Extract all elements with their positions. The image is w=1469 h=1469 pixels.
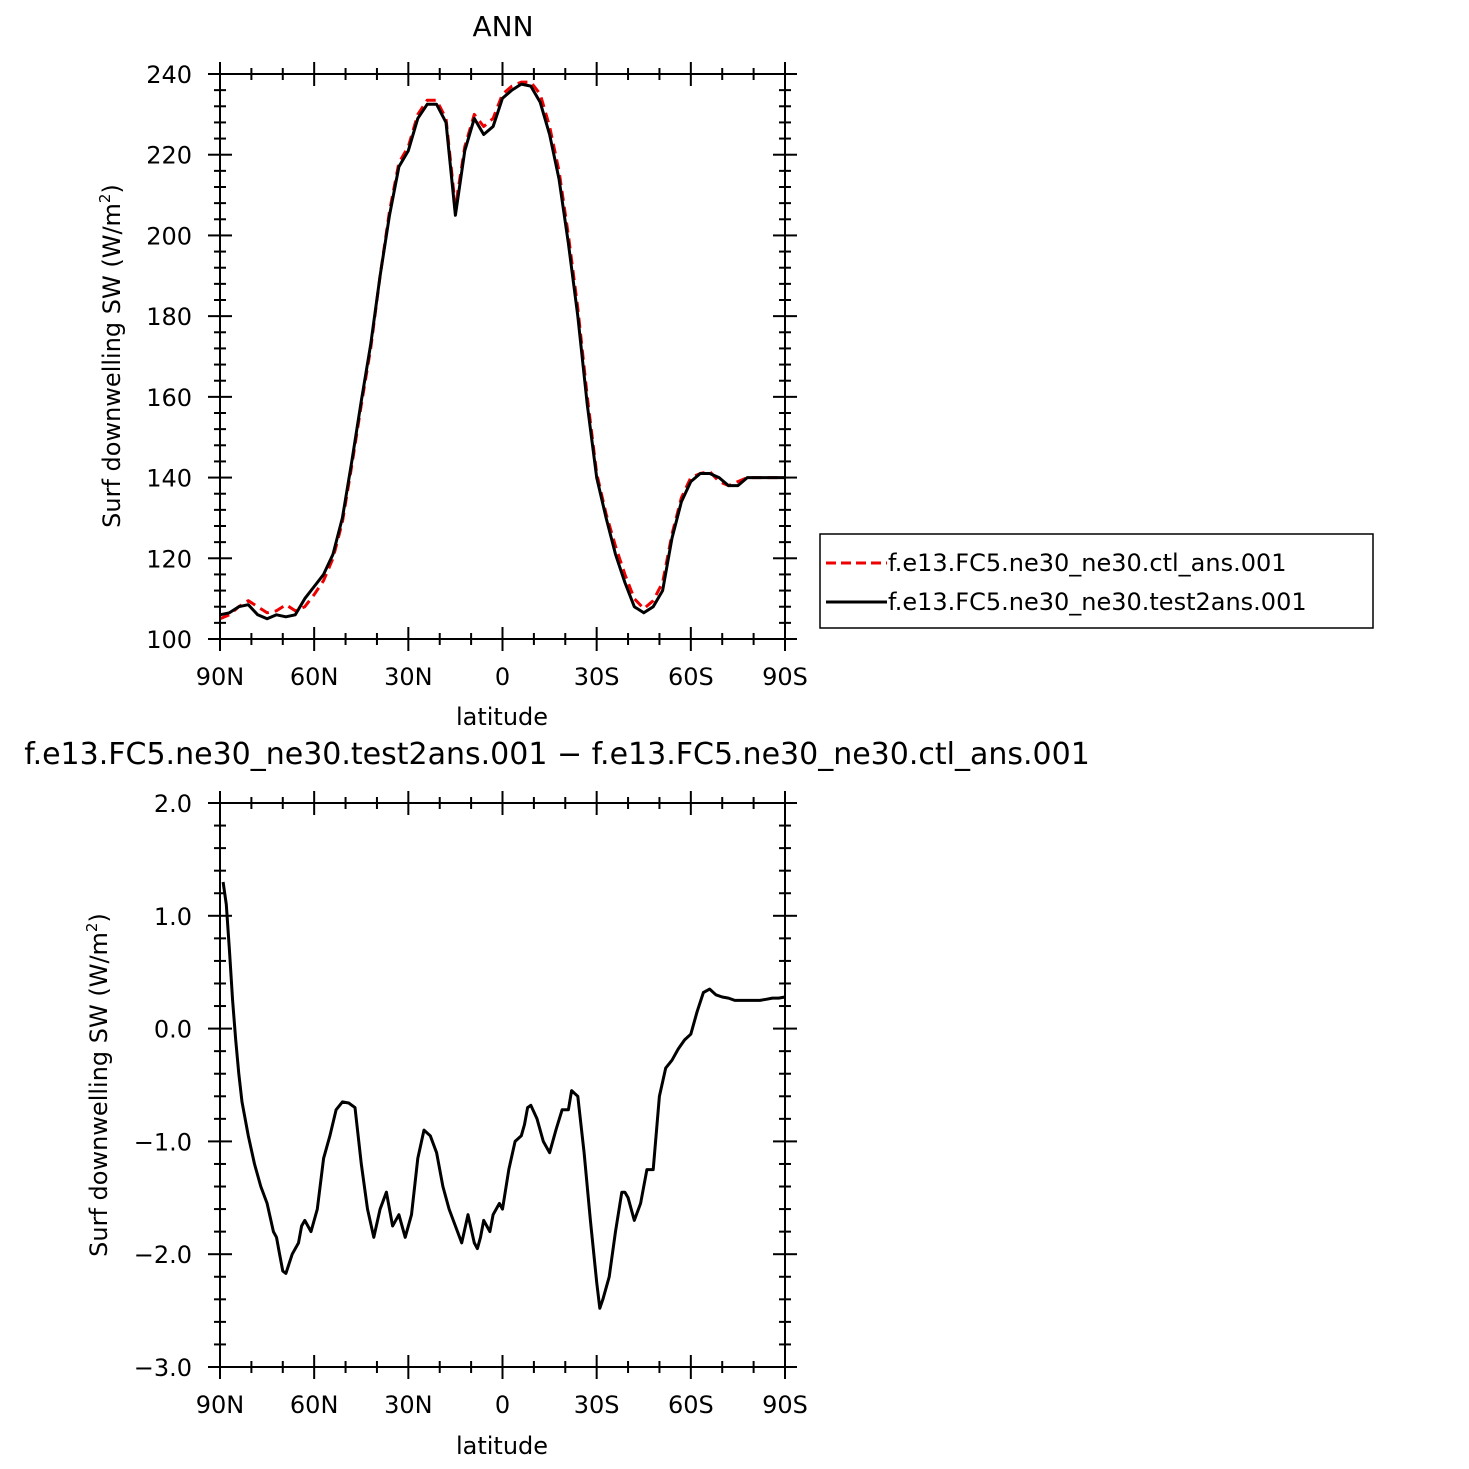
top-panel-y-axis-label-sup: 2	[96, 194, 114, 204]
top-panel-x-tick-label: 90S	[762, 663, 808, 691]
top-panel-x-tick-label: 30N	[384, 663, 433, 691]
bottom-panel-x-tick-label: 60S	[668, 1391, 714, 1419]
legend-box	[819, 533, 1374, 629]
bottom-panel-y-axis-label-sup: 2	[83, 923, 101, 933]
top-panel-y-tick-label: 220	[146, 142, 192, 170]
top-panel-x-tick-label: 90N	[196, 663, 245, 691]
bottom-panel-plot-frame	[219, 802, 786, 1368]
top-panel-y-axis-label-close: )	[98, 184, 126, 193]
bottom-panel-y-tick-label: 0.0	[154, 1016, 192, 1044]
top-panel-x-tick-label: 60S	[668, 663, 714, 691]
bottom-panel-y-axis-label: Surf downwelling SW (W/m2)	[83, 913, 113, 1257]
bottom-panel-x-tick-label: 30S	[574, 1391, 620, 1419]
top-panel-y-tick-labels: 100 120 140 160 180 200 220 240	[146, 61, 192, 654]
top-panel-x-tick-label: 30S	[574, 663, 620, 691]
bottom-panel-y-tick-label: 2.0	[154, 790, 192, 818]
legend: f.e13.FC5.ne30_ne30.ctl_ans.001 f.e13.FC…	[819, 533, 1374, 629]
top-panel-y-axis-label: Surf downwelling SW (W/m2)	[96, 184, 126, 528]
top-panel-x-axis-label: latitude	[456, 703, 548, 731]
top-panel-title: ANN	[472, 10, 533, 43]
top-panel-y-tick-label: 180	[146, 303, 192, 331]
top-panel-y-tick-label: 120	[146, 545, 192, 573]
bottom-panel-y-axis-label-main: Surf downwelling SW (W/m	[85, 932, 113, 1257]
bottom-panel-y-tick-label: −2.0	[134, 1241, 192, 1269]
bottom-panel-y-tick-label: −1.0	[134, 1128, 192, 1156]
top-panel-y-axis-label-main: Surf downwelling SW (W/m	[98, 203, 126, 528]
legend-label-ctl: f.e13.FC5.ne30_ne30.ctl_ans.001	[888, 549, 1287, 577]
bottom-panel-x-axis-label: latitude	[456, 1432, 548, 1460]
top-panel-y-tick-label: 200	[146, 222, 192, 250]
top-panel-series	[219, 80, 785, 621]
bottom-panel-y-tick-label: −3.0	[134, 1354, 192, 1382]
legend-label-test: f.e13.FC5.ne30_ne30.test2ans.001	[888, 588, 1307, 616]
bottom-panel-x-tick-label: 90N	[196, 1391, 245, 1419]
top-panel-x-tick-label: 60N	[290, 663, 339, 691]
top-panel-y-tick-label: 240	[146, 61, 192, 89]
bottom-panel-y-tick-label: 1.0	[154, 903, 192, 931]
bottom-panel-x-tick-label: 0	[495, 1391, 510, 1419]
top-panel-ticks	[208, 62, 797, 651]
top-panel-x-tick-labels: 90N 60N 30N 0 30S 60S 90S	[196, 663, 808, 691]
bottom-panel-x-tick-label: 90S	[762, 1391, 808, 1419]
top-panel-series-line-0	[219, 80, 785, 621]
bottom-panel-ticks	[208, 791, 797, 1379]
bottom-panel-x-tick-labels: 90N 60N 30N 0 30S 60S 90S	[196, 1391, 808, 1419]
top-panel-y-tick-label: 100	[146, 626, 192, 654]
top-panel-y-tick-label: 160	[146, 384, 192, 412]
bottom-panel-y-tick-labels: −3.0 −2.0 −1.0 0.0 1.0 2.0	[134, 790, 192, 1382]
top-panel-series-line-1	[219, 82, 785, 621]
top-panel-y-tick-label: 140	[146, 465, 192, 493]
bottom-panel-x-tick-label: 60N	[290, 1391, 339, 1419]
bottom-panel: f.e13.FC5.ne30_ne30.test2ans.001 − f.e13…	[24, 737, 1090, 1460]
bottom-panel-x-tick-label: 30N	[384, 1391, 433, 1419]
top-panel: ANN 90N 60N 30N 0 30S 60S 90S 100 120 140 160 180 2…	[96, 10, 1374, 731]
top-panel-x-tick-label: 0	[495, 663, 510, 691]
bottom-panel-title: f.e13.FC5.ne30_ne30.test2ans.001 − f.e13…	[24, 737, 1090, 772]
bottom-panel-series	[221, 881, 786, 1310]
top-panel-plot-frame	[219, 73, 786, 640]
bottom-panel-y-axis-label-close: )	[85, 913, 113, 922]
bottom-panel-series-line-0	[221, 881, 786, 1310]
